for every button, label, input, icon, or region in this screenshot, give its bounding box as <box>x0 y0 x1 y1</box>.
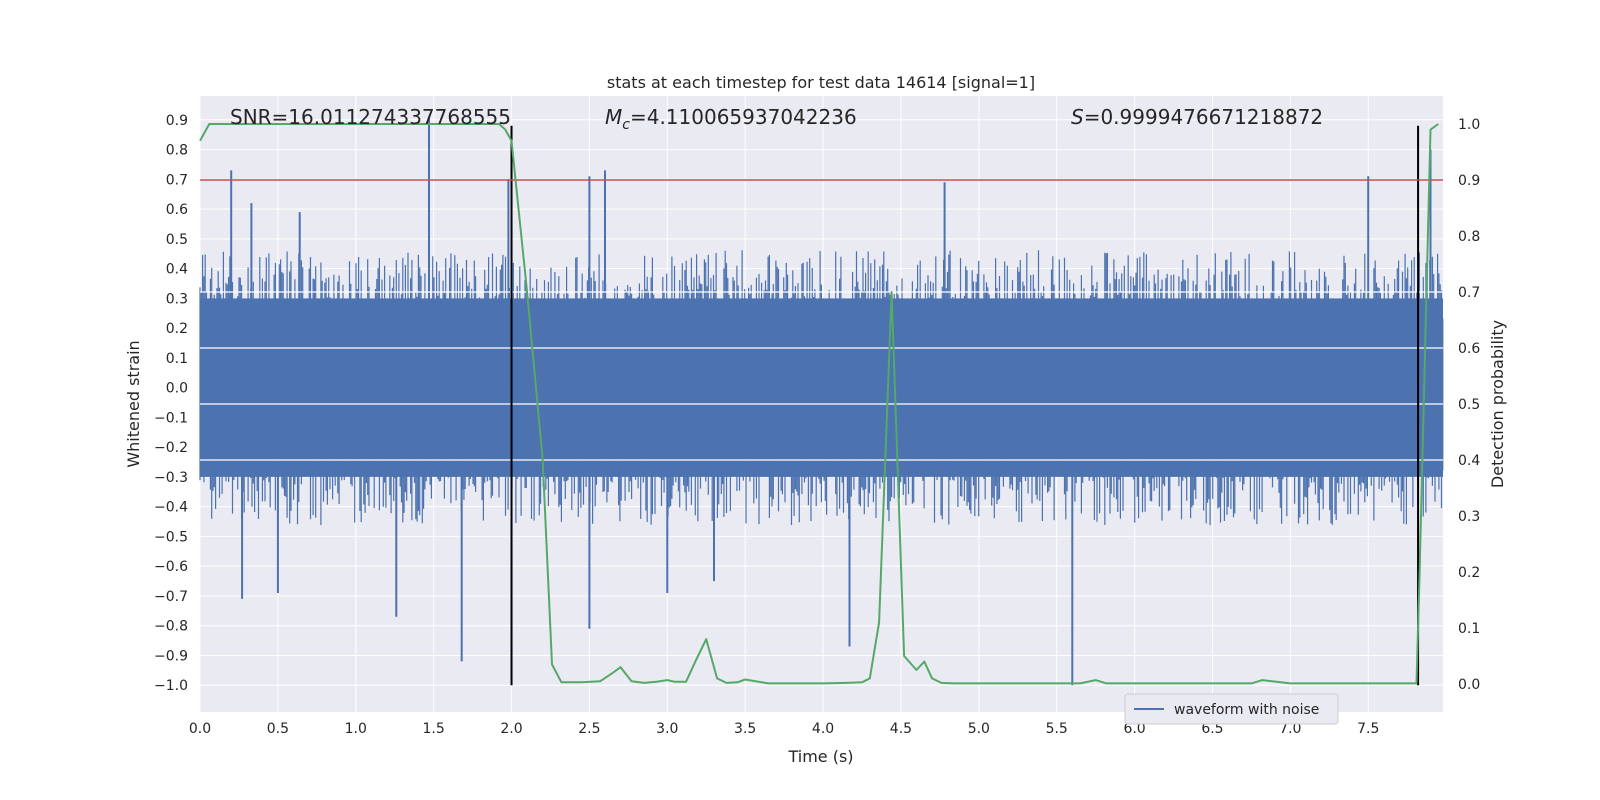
waveform-series <box>199 116 1444 686</box>
y-tick-label: −0.3 <box>154 470 188 486</box>
x-tick-label: 1.5 <box>423 721 445 737</box>
y-tick-label: −0.8 <box>154 619 188 635</box>
y-tick-label: −0.6 <box>154 559 188 575</box>
y2-tick-label: 0.6 <box>1458 341 1480 357</box>
probability-series <box>199 123 1439 685</box>
waveform-spikes <box>230 116 1432 686</box>
y-tick-label: 0.4 <box>166 262 188 278</box>
legend-box <box>1124 693 1339 725</box>
x-tick-label: 0.0 <box>189 721 211 737</box>
x-tick-label: 2.5 <box>578 721 600 737</box>
y2-tick-label: 0.3 <box>1458 509 1480 525</box>
x-tick-label: 5.5 <box>1046 721 1068 737</box>
chirp-mass-subscript: c <box>622 117 630 133</box>
axis-ticks: 0.0 0.5 1.0 1.5 2.0 2.5 3.0 3.5 4.0 4.5 5.0 5.5 6.0 6… <box>154 113 1480 737</box>
y2-tick-label: 0.7 <box>1458 285 1480 301</box>
significance-value: =0.9999476671218872 <box>1084 105 1323 129</box>
y2-tick-label: 0.0 <box>1458 677 1480 693</box>
significance-annotation: S=0.9999476671218872 <box>1071 105 1323 129</box>
y2-tick-label: 0.5 <box>1458 397 1480 413</box>
significance-symbol: S <box>1071 105 1084 129</box>
x-tick-label: 0.5 <box>267 721 289 737</box>
x-tick-label: 5.0 <box>968 721 990 737</box>
y-tick-label: 0.8 <box>166 143 188 159</box>
y-tick-label: −0.1 <box>154 410 188 426</box>
y-tick-label: 0.6 <box>166 202 188 218</box>
y-tick-label: −0.4 <box>154 500 188 516</box>
legend: waveform with noise <box>1124 693 1339 725</box>
x-tick-label: 4.5 <box>890 721 912 737</box>
x-tick-label: 4.0 <box>812 721 834 737</box>
x-tick-label: 2.0 <box>500 721 522 737</box>
probability-grid-overlay <box>200 291 1443 461</box>
x-axis-label: Time (s) <box>787 747 853 766</box>
x-tick-label: 3.0 <box>656 721 678 737</box>
y-tick-label: 0.2 <box>166 321 188 337</box>
chirp-mass-value: =4.110065937042236 <box>630 105 857 129</box>
y-tick-label: −0.5 <box>154 529 188 545</box>
y2-tick-label: 0.4 <box>1458 453 1480 469</box>
x-tick-label: 1.0 <box>345 721 367 737</box>
y-tick-label: 0.9 <box>166 113 188 129</box>
y2-tick-label: 0.1 <box>1458 621 1480 637</box>
y-tick-label: −1.0 <box>154 678 188 694</box>
y2-axis-label: Detection probability <box>1488 320 1507 488</box>
legend-label: waveform with noise <box>1174 702 1319 718</box>
chirp-mass-annotation: Mc=4.110065937042236 <box>605 105 857 133</box>
x-tick-label: 7.0 <box>1279 721 1301 737</box>
y-tick-label: −0.7 <box>154 589 188 605</box>
chart-title: stats at each timestep for test data 146… <box>607 73 1035 92</box>
waveform-noise <box>199 250 1444 526</box>
x-tick-label: 6.5 <box>1201 721 1223 737</box>
y-axis-label: Whitened strain <box>124 340 143 467</box>
x-tick-label: 7.5 <box>1357 721 1379 737</box>
y-tick-label: −0.2 <box>154 440 188 456</box>
y-tick-label: −0.9 <box>154 648 188 664</box>
y-tick-label: 0.7 <box>166 172 188 188</box>
y-tick-label: 0.1 <box>166 351 188 367</box>
chirp-mass-symbol: M <box>605 105 622 129</box>
probability-line <box>199 123 1439 685</box>
y2-tick-label: 0.2 <box>1458 565 1480 581</box>
y2-tick-label: 1.0 <box>1458 117 1480 133</box>
x-tick-label: 6.0 <box>1123 721 1145 737</box>
y-tick-label: 0.5 <box>166 232 188 248</box>
y2-tick-label: 0.9 <box>1458 173 1480 189</box>
x-tick-label: 3.5 <box>734 721 756 737</box>
snr-annotation: SNR=16.011274337768555 <box>230 105 511 129</box>
y-tick-label: 0.3 <box>166 291 188 307</box>
y2-tick-label: 0.8 <box>1458 229 1480 245</box>
y-tick-label: 0.0 <box>166 381 188 397</box>
